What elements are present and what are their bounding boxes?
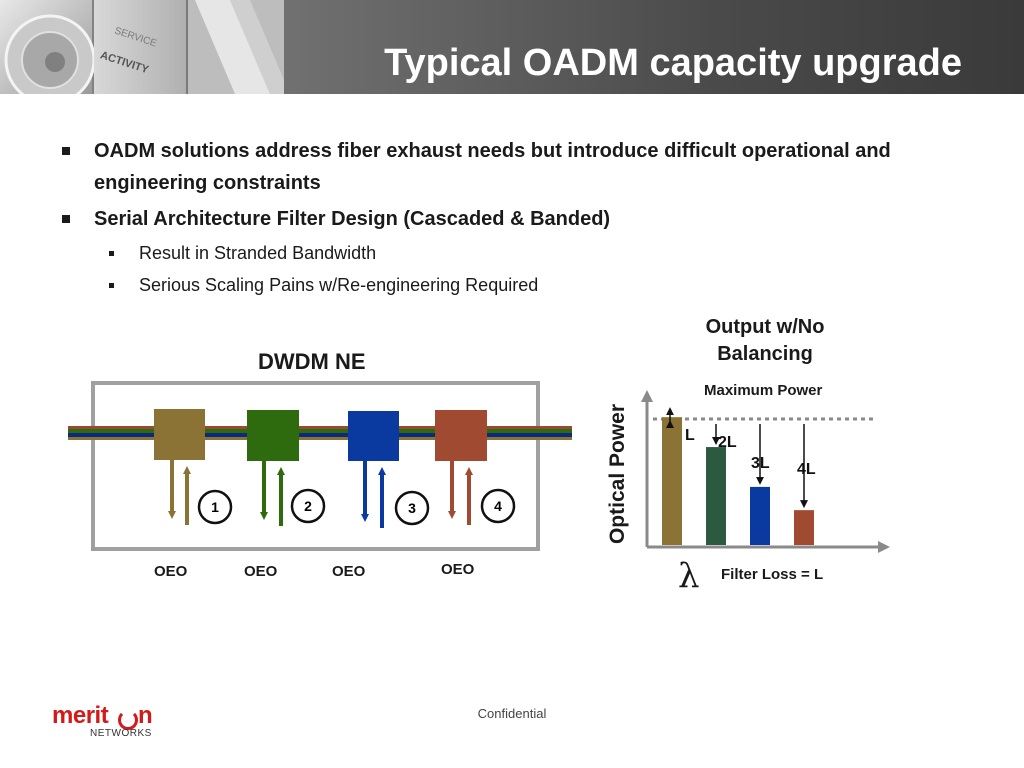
bullet-item: OADM solutions address fiber exhaust nee… [62,135,982,199]
svg-text:2: 2 [304,498,312,514]
bullet-marker-icon [62,147,70,155]
filter-2 [247,410,299,526]
lambda-symbol: λ [678,556,700,596]
sub-bullet-item: Result in Stranded Bandwidth [62,241,982,265]
oeo-label-4: OEO [441,561,475,578]
confidential-label: Confidential [477,706,547,721]
max-power-label: Maximum Power [704,382,823,399]
power-bar-2 [706,447,726,545]
bullet-text: Result in Stranded Bandwidth [139,243,377,263]
logo-text-left: merit [52,702,109,729]
filter-number-badge: 4 [480,488,516,524]
filter-4 [435,410,487,525]
dwdm-title: DWDM NE [258,349,366,374]
svg-text:4: 4 [494,498,502,514]
page-title: Typical OADM capacity upgrade [384,42,962,84]
chart-title: Output w/No Balancing [705,316,825,365]
power-bar-3 [750,486,770,545]
svg-text:1: 1 [211,499,219,515]
bullet-text: Serious Scaling Pains w/Re-engineering R… [139,275,539,295]
filter-loss-label: Filter Loss = L [721,566,824,583]
loss-label-4: 4L [797,461,816,478]
oeo-label-2: OEO [244,563,278,580]
bullet-text: Serial Architecture Filter Design (Casca… [94,208,611,230]
ne-enclosure [91,381,540,551]
dwdm-diagram: 1 2 3 4 [68,381,572,551]
power-bar-4 [794,510,814,545]
loss-label-3: 3L [751,455,770,472]
filter-number-badge: 2 [290,488,326,524]
bullet-marker-icon [109,251,114,256]
header-photo-strip: SERVICE ACTIVITY [0,0,284,94]
fiber-bundle [68,426,572,440]
y-axis-label: Optical Power [606,403,629,545]
bullet-list: OADM solutions address fiber exhaust nee… [62,135,982,305]
company-logo: merit n NETWORKS [52,702,162,740]
logo-ring-icon [118,710,138,730]
bullet-marker-icon [109,283,114,288]
loss-label-2: 2L [718,434,737,451]
bullet-item: Serial Architecture Filter Design (Casca… [62,203,982,235]
filter-number-badge: 3 [394,490,430,526]
filter-3 [348,411,399,528]
bullet-marker-icon [62,215,70,223]
power-bar-1 [662,417,682,545]
filter-1 [154,409,205,525]
oeo-label-1: OEO [154,563,188,580]
logo-text-right: n [138,702,153,729]
oeo-label-3: OEO [332,563,366,580]
svg-text:3: 3 [408,500,416,516]
loss-label-1: L [685,427,695,444]
sub-bullet-item: Serious Scaling Pains w/Re-engineering R… [62,273,982,297]
filter-number-badge: 1 [197,489,233,525]
slide-header: SERVICE ACTIVITY Typical OADM capacity u… [0,0,1024,94]
power-chart: L 2L 3L 4L [641,390,890,553]
logo-subtitle: NETWORKS [90,728,152,739]
bullet-text: OADM solutions address fiber exhaust nee… [94,140,891,194]
